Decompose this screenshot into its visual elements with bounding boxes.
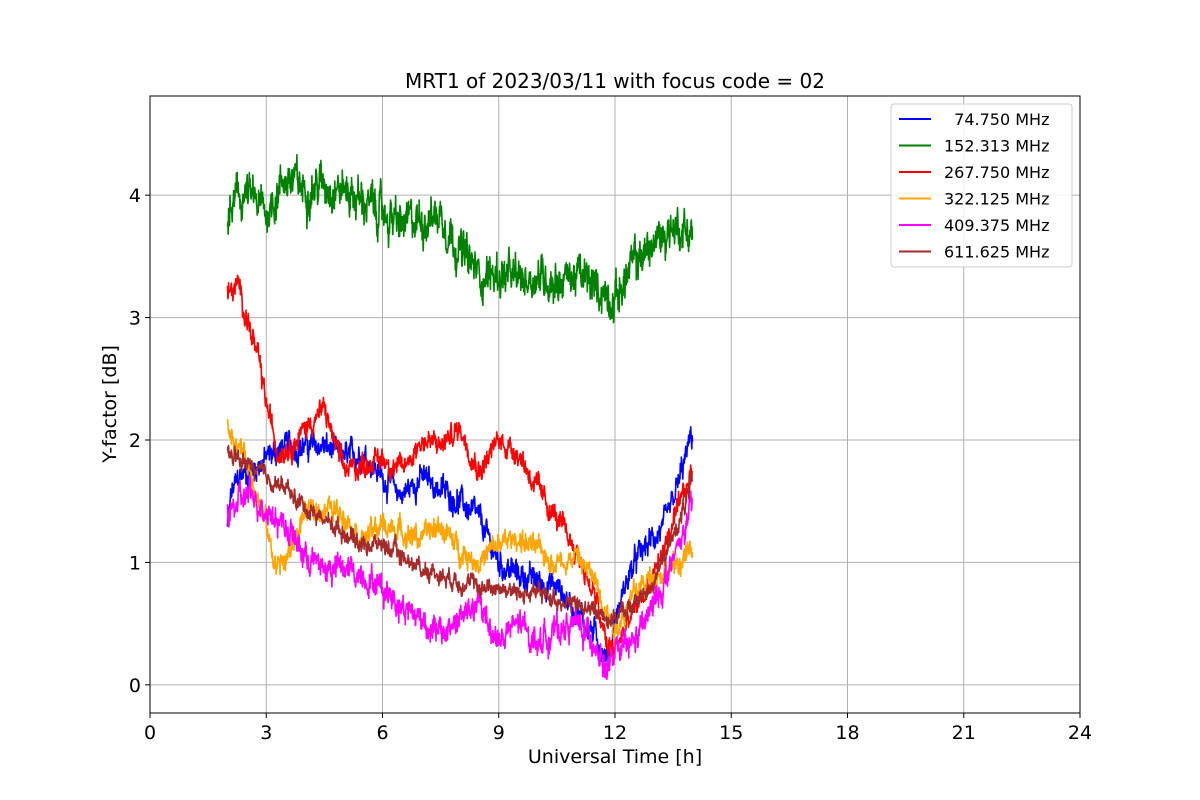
y-tick-label: 2 xyxy=(129,430,141,452)
x-tick-label: 0 xyxy=(144,722,156,744)
x-axis-label: Universal Time [h] xyxy=(528,746,702,768)
x-tick-label: 15 xyxy=(719,722,743,744)
x-tick-label: 18 xyxy=(835,722,859,744)
grid xyxy=(149,96,1081,713)
legend-frame xyxy=(890,103,1073,268)
y-tick-label: 4 xyxy=(129,185,141,207)
y-tick-label: 0 xyxy=(129,675,141,697)
y-tick-label: 3 xyxy=(129,308,141,330)
legend: 74.750 MHz 152.313 MHz 267.750 MHz 322.125 … xyxy=(890,103,1073,268)
legend-label: 409.375 MHz xyxy=(944,216,1049,235)
legend-label: 322.125 MHz xyxy=(944,190,1049,209)
series-line xyxy=(226,474,693,681)
x-tick-label: 9 xyxy=(493,722,505,744)
series-line xyxy=(226,153,694,324)
x-tick-label: 3 xyxy=(260,722,272,744)
y-tick-label: 1 xyxy=(129,552,141,574)
x-tick-label: 24 xyxy=(1068,722,1092,744)
x-tick-label: 6 xyxy=(376,722,388,744)
series-layer xyxy=(226,153,694,681)
legend-label: 74.750 MHz xyxy=(944,110,1049,129)
x-tick-label: 21 xyxy=(952,722,976,744)
legend-label: 611.625 MHz xyxy=(944,243,1049,262)
chart-title: MRT1 of 2023/03/11 with focus code = 02 xyxy=(405,69,825,93)
legend-label: 152.313 MHz xyxy=(944,137,1049,156)
series-line xyxy=(226,444,694,630)
y-axis-label: Y-factor [dB] xyxy=(99,345,121,464)
legend-label: 267.750 MHz xyxy=(944,163,1049,182)
x-tick-label: 12 xyxy=(603,722,627,744)
